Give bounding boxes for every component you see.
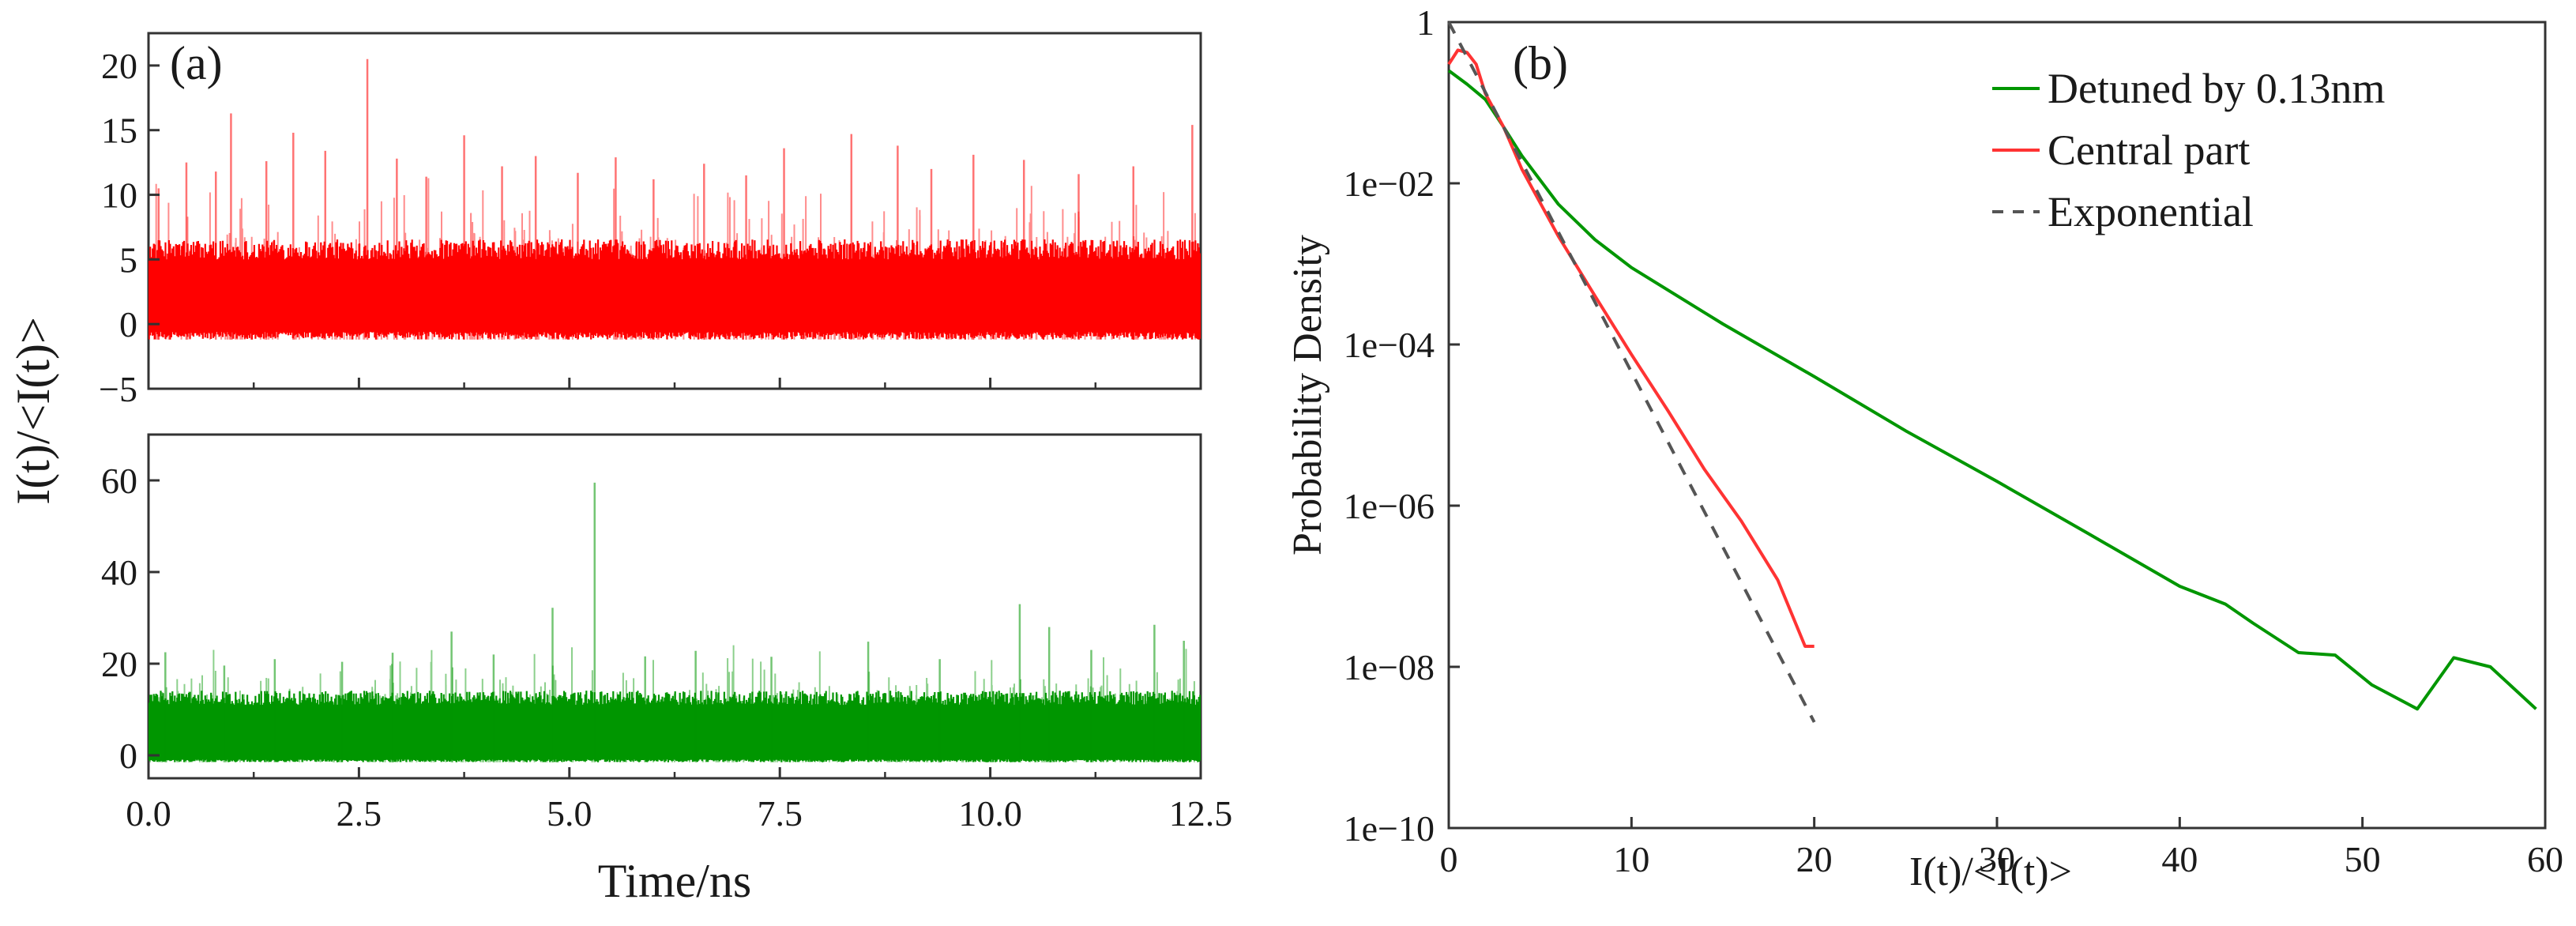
y-tick-label: 1e−08: [1344, 647, 1435, 687]
panel-a-label: (a): [170, 37, 223, 89]
x-tick-label: 50: [2345, 839, 2381, 879]
x-tick-label: 40: [2161, 839, 2198, 879]
panel-a-top-x-ticks: [147, 378, 1202, 389]
legend-label-detuned: Detuned by 0.13nm: [2048, 65, 2385, 112]
panel-b: 0 10 20 30 40 50 60 1 1e−02 1e−04 1e−06 1e−08 1e−10…: [1344, 2, 2563, 879]
panel-a-y-axis-title: I(t)/<I(t)>: [7, 317, 59, 505]
y-tick-label: 20: [101, 644, 137, 684]
legend: Detuned by 0.13nm Central part Exponenti…: [1992, 65, 2385, 235]
x-tick-label: 12.5: [1169, 793, 1233, 834]
noise-band: [149, 691, 1201, 762]
y-tick-label: 1e−06: [1344, 486, 1435, 526]
y-tick-label: 20: [101, 46, 137, 86]
x-tick-label: 60: [2527, 839, 2563, 879]
legend-label-exponential: Exponential: [2048, 188, 2254, 235]
noise-band: [149, 239, 1201, 340]
panel-a-top-y-ticks: −5 0 5 10 15 20: [99, 46, 160, 409]
y-tick-label: 0: [119, 304, 137, 344]
legend-label-central: Central part: [2048, 126, 2250, 174]
panel-a-top: −5 0 5 10 15 20 (a): [99, 32, 1202, 409]
detuned-curve: [1447, 69, 2537, 711]
panel-a-bottom-x-ticks: 0.0 2.5 5.0 7.5 10.0 12.5: [126, 767, 1232, 834]
panel-a-bottom: 0 20 40 60 0.0 2.5 5.0 7.5 10.0 12.5: [101, 433, 1232, 834]
y-tick-label: 40: [101, 552, 137, 593]
panel-b-label: (b): [1513, 37, 1568, 89]
x-tick-label: 10.0: [958, 793, 1022, 834]
fluctuation-lines: [153, 178, 1200, 340]
x-tick-label: 5.0: [547, 793, 592, 834]
y-tick-label: 0: [119, 736, 137, 776]
y-tick-label: 1e−04: [1344, 325, 1435, 365]
panel-a-x-axis-title: Time/ns: [598, 855, 752, 907]
panel-b-series: [1447, 21, 2537, 723]
panel-b-frame: [1447, 21, 2547, 830]
y-tick-label: −5: [99, 369, 137, 409]
x-tick-label: 2.5: [337, 793, 382, 834]
y-tick-label: 1e−02: [1344, 164, 1435, 204]
central-part-curve: [1447, 48, 1814, 648]
x-tick-label: 20: [1796, 839, 1833, 879]
panel-b-x-axis-title: I(t)/<I(t)>: [1909, 849, 2072, 894]
y-tick-label: 60: [101, 461, 137, 501]
y-tick-label: 15: [101, 111, 137, 151]
green-trace: [149, 482, 1201, 762]
x-tick-label: 10: [1613, 839, 1649, 879]
y-tick-label: 1e−10: [1344, 808, 1435, 849]
y-tick-label: 10: [101, 175, 137, 216]
panel-b-x-ticks: 0 10 20 30 40 50 60: [1440, 817, 2563, 879]
panel-a-bottom-y-ticks: 0 20 40 60: [101, 461, 160, 776]
panel-b-y-ticks: 1 1e−02 1e−04 1e−06 1e−08 1e−10: [1344, 2, 1460, 849]
x-tick-label: 7.5: [757, 793, 803, 834]
red-trace: [149, 58, 1201, 340]
panel-b-y-axis-title: Probability Density: [1285, 235, 1330, 555]
x-tick-label: 30: [1979, 839, 2015, 879]
y-tick-label: 1: [1416, 2, 1435, 43]
y-tick-label: 5: [119, 239, 137, 280]
x-tick-label: 0.0: [126, 793, 171, 834]
x-tick-label: 0: [1440, 839, 1458, 879]
